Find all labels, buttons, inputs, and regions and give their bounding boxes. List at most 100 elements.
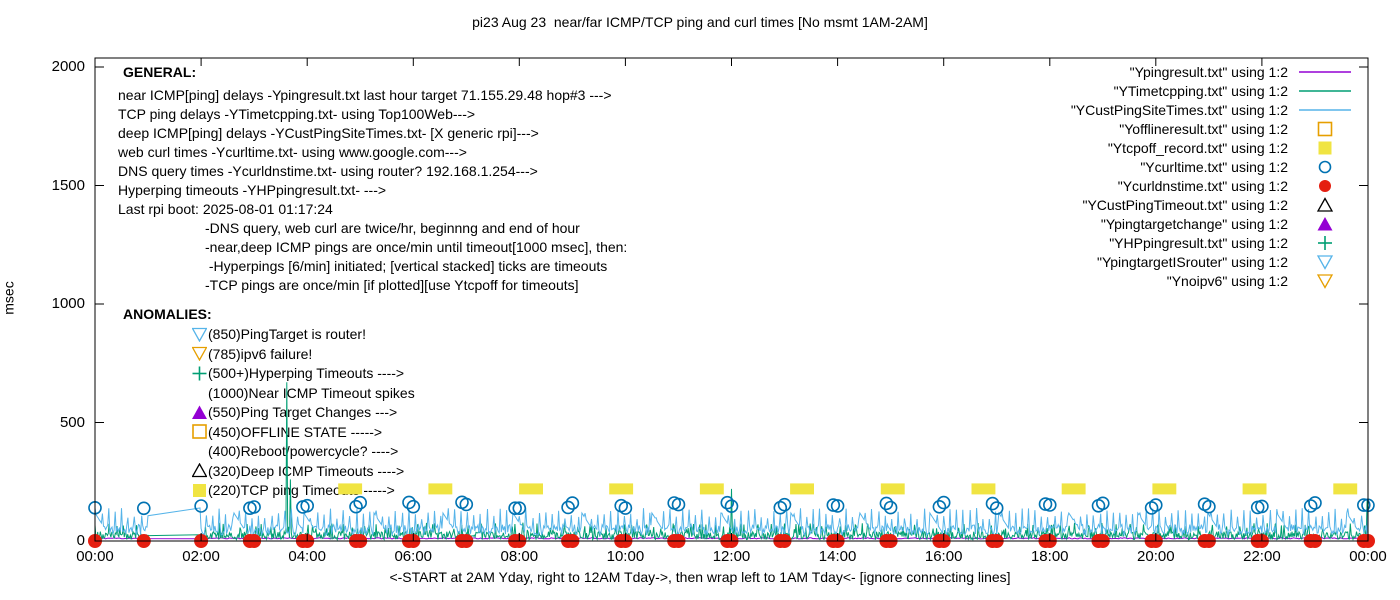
anomaly-label: (1000)Near ICMP Timeout spikes: [208, 384, 415, 401]
marker-dns-circle: [1148, 534, 1163, 548]
anomaly-item: (500+)Hyperping Timeouts ---->: [192, 364, 404, 383]
marker-curl-circle: [720, 495, 735, 510]
marker-curl-circle: [508, 501, 522, 516]
series-ycustpingsitetimes: [95, 507, 1368, 537]
legend-marker: [1294, 273, 1356, 289]
legend-item: "YCustPingTimeout.txt" using 1:2: [700, 196, 1356, 214]
marker-tcp-timeout-block: [699, 483, 724, 495]
marker-tcp-timeout-block: [609, 483, 634, 495]
marker-curl-circle: [671, 497, 686, 512]
legend-marker: [1294, 159, 1356, 175]
anomaly-marker: [192, 346, 207, 361]
legend-item: "Ycurltime.txt" using 1:2: [700, 158, 1356, 176]
marker-dns-circle: [618, 534, 633, 548]
line-icon: [1299, 71, 1351, 73]
marker-curl-circle: [1250, 500, 1265, 515]
legend-label: "Ypingresult.txt" using 1:2: [1129, 64, 1288, 80]
legend-marker: [1294, 235, 1356, 251]
marker-curl-circle: [936, 495, 951, 510]
marker-curl-circle: [879, 496, 894, 511]
square-open-icon: [192, 424, 207, 439]
general-note: -TCP pings are once/min [if plotted][use…: [205, 277, 579, 293]
legend-marker: [1294, 102, 1356, 118]
marker-curl-circle: [826, 498, 841, 512]
general-line: near ICMP[ping] delays -Ypingresult.txt …: [118, 87, 612, 103]
marker-dns-circle: [295, 534, 310, 548]
anomalies-heading: ANOMALIES:: [123, 306, 212, 322]
legend-marker: [1294, 121, 1356, 137]
marker-curl-circle: [349, 499, 363, 514]
marker-dns-circle: [830, 534, 845, 548]
legend-item: "YTimetcpping.txt" using 1:2: [700, 82, 1356, 100]
marker-dns-circle: [1356, 534, 1371, 548]
marker-curl-circle: [883, 500, 898, 515]
anomaly-marker: [192, 327, 207, 342]
marker-curl-circle: [459, 497, 474, 512]
legend-label: "YCustPingSiteTimes.txt" using 1:2: [1070, 102, 1288, 118]
general-heading: GENERAL:: [123, 64, 197, 80]
marker-curl-circle: [989, 501, 1004, 515]
marker-dns-circle: [88, 534, 102, 548]
circle-open-icon: [1318, 160, 1332, 174]
y-axis-label: msec: [0, 281, 17, 315]
marker-curl-circle: [402, 495, 416, 510]
marker-dns-circle: [349, 534, 363, 548]
legend-item: "YHPpingresult.txt" using 1:2: [700, 234, 1356, 252]
legend-item: "Ynoipv6" using 1:2: [700, 272, 1356, 290]
line-icon: [1299, 90, 1351, 92]
anomaly-item: (450)OFFLINE STATE ----->: [192, 422, 382, 441]
x-tick-label: 08:00: [500, 548, 539, 565]
marker-curl-circle: [667, 496, 682, 510]
x-tick-label: 16:00: [924, 548, 963, 565]
anomaly-label: (550)Ping Target Changes --->: [208, 404, 398, 420]
marker-curl-circle: [296, 500, 310, 514]
line-icon: [1299, 109, 1351, 111]
triangle-down-open-icon: [1316, 255, 1334, 270]
marker-curl-circle: [194, 499, 208, 513]
legend-marker: [1294, 64, 1356, 80]
marker-dns-circle: [1197, 534, 1212, 548]
x-tick-label: 14:00: [818, 548, 857, 565]
square-filled-icon: [193, 483, 206, 497]
legend-item: "YCustPingSiteTimes.txt" using 1:2: [700, 101, 1356, 119]
legend-item: "Yofflineresult.txt" using 1:2: [700, 120, 1356, 138]
x-tick-label: 22:00: [1243, 548, 1281, 565]
legend-label: "YCustPingTimeout.txt" using 1:2: [1082, 197, 1288, 213]
series-ypingresult: [95, 537, 1368, 540]
marker-dns-circle: [1303, 534, 1318, 548]
x-tick-label: 06:00: [394, 548, 433, 565]
x-axis-caption: <-START at 2AM Yday, right to 12AM Tday-…: [389, 569, 1011, 585]
marker-tcp-timeout-block: [519, 483, 543, 495]
marker-dns-circle: [1144, 534, 1159, 548]
legend-item: "YpingtargetISrouter" using 1:2: [700, 253, 1356, 271]
marker-dns-circle: [455, 534, 469, 548]
x-tick-label: 18:00: [1030, 548, 1069, 565]
marker-dns-circle: [459, 534, 474, 548]
marker-dns-circle: [936, 534, 951, 548]
marker-curl-circle: [1202, 499, 1216, 514]
general-line: web curl times -Ycurltime.txt- using www…: [118, 144, 467, 160]
legend-label: "Ypingtargetchange" using 1:2: [1100, 216, 1288, 232]
marker-dns-circle: [1091, 534, 1106, 548]
marker-dns-circle: [136, 534, 151, 548]
marker-dns-circle: [353, 534, 368, 548]
circle-filled-icon: [1319, 180, 1331, 192]
legend-item: "Ypingtargetchange" using 1:2: [700, 215, 1356, 233]
y-tick-label: 1000: [51, 295, 85, 312]
y-tick-label: 1500: [51, 176, 85, 194]
marker-dns-circle: [1201, 534, 1216, 548]
marker-tcp-timeout-block: [971, 483, 996, 495]
marker-dns-circle: [720, 534, 735, 548]
legend-item: "Ytcpoff_record.txt" using 1:2: [700, 139, 1356, 157]
anomaly-item: (785)ipv6 failure!: [192, 344, 312, 363]
anomaly-marker: [192, 483, 207, 498]
general-line: deep ICMP[ping] delays -YCustPingSiteTim…: [118, 125, 539, 141]
marker-curl-circle: [985, 496, 1000, 511]
marker-dns-circle: [1361, 534, 1375, 548]
marker-curl-circle: [137, 501, 151, 516]
marker-curl-circle: [1149, 498, 1163, 512]
marker-dns-circle: [1038, 534, 1053, 548]
legend-label: "Ynoipv6" using 1:2: [1166, 273, 1288, 289]
x-tick-label: 10:00: [606, 548, 645, 565]
marker-curl-circle: [1303, 499, 1318, 513]
